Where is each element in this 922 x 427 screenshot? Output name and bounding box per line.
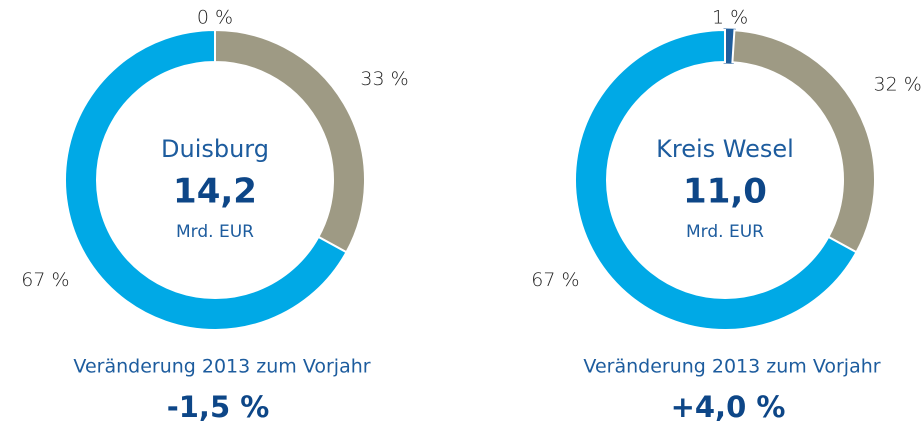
donut-slice bbox=[64, 28, 348, 331]
footer-label: Veränderung 2013 zum Vorjahr bbox=[73, 356, 370, 378]
footer-label: Veränderung 2013 zum Vorjahr bbox=[583, 356, 880, 378]
slice-label: 67 % bbox=[21, 269, 69, 291]
slice-label: 33 % bbox=[360, 68, 408, 90]
center-title: Kreis Wesel bbox=[656, 135, 794, 163]
center-unit: Mrd. EUR bbox=[686, 222, 764, 242]
slice-label: 0 % bbox=[197, 7, 233, 29]
center-value: 11,0 bbox=[683, 172, 767, 212]
slice-label: 32 % bbox=[873, 74, 921, 96]
center-title: Duisburg bbox=[161, 135, 269, 163]
center-value: 14,2 bbox=[173, 172, 257, 212]
center-unit: Mrd. EUR bbox=[176, 222, 254, 242]
footer-value: -1,5 % bbox=[167, 390, 270, 424]
footer-value: +4,0 % bbox=[671, 390, 786, 424]
donut-slice bbox=[574, 28, 858, 331]
slice-label: 67 % bbox=[531, 269, 579, 291]
slice-label: 1 % bbox=[712, 7, 748, 29]
